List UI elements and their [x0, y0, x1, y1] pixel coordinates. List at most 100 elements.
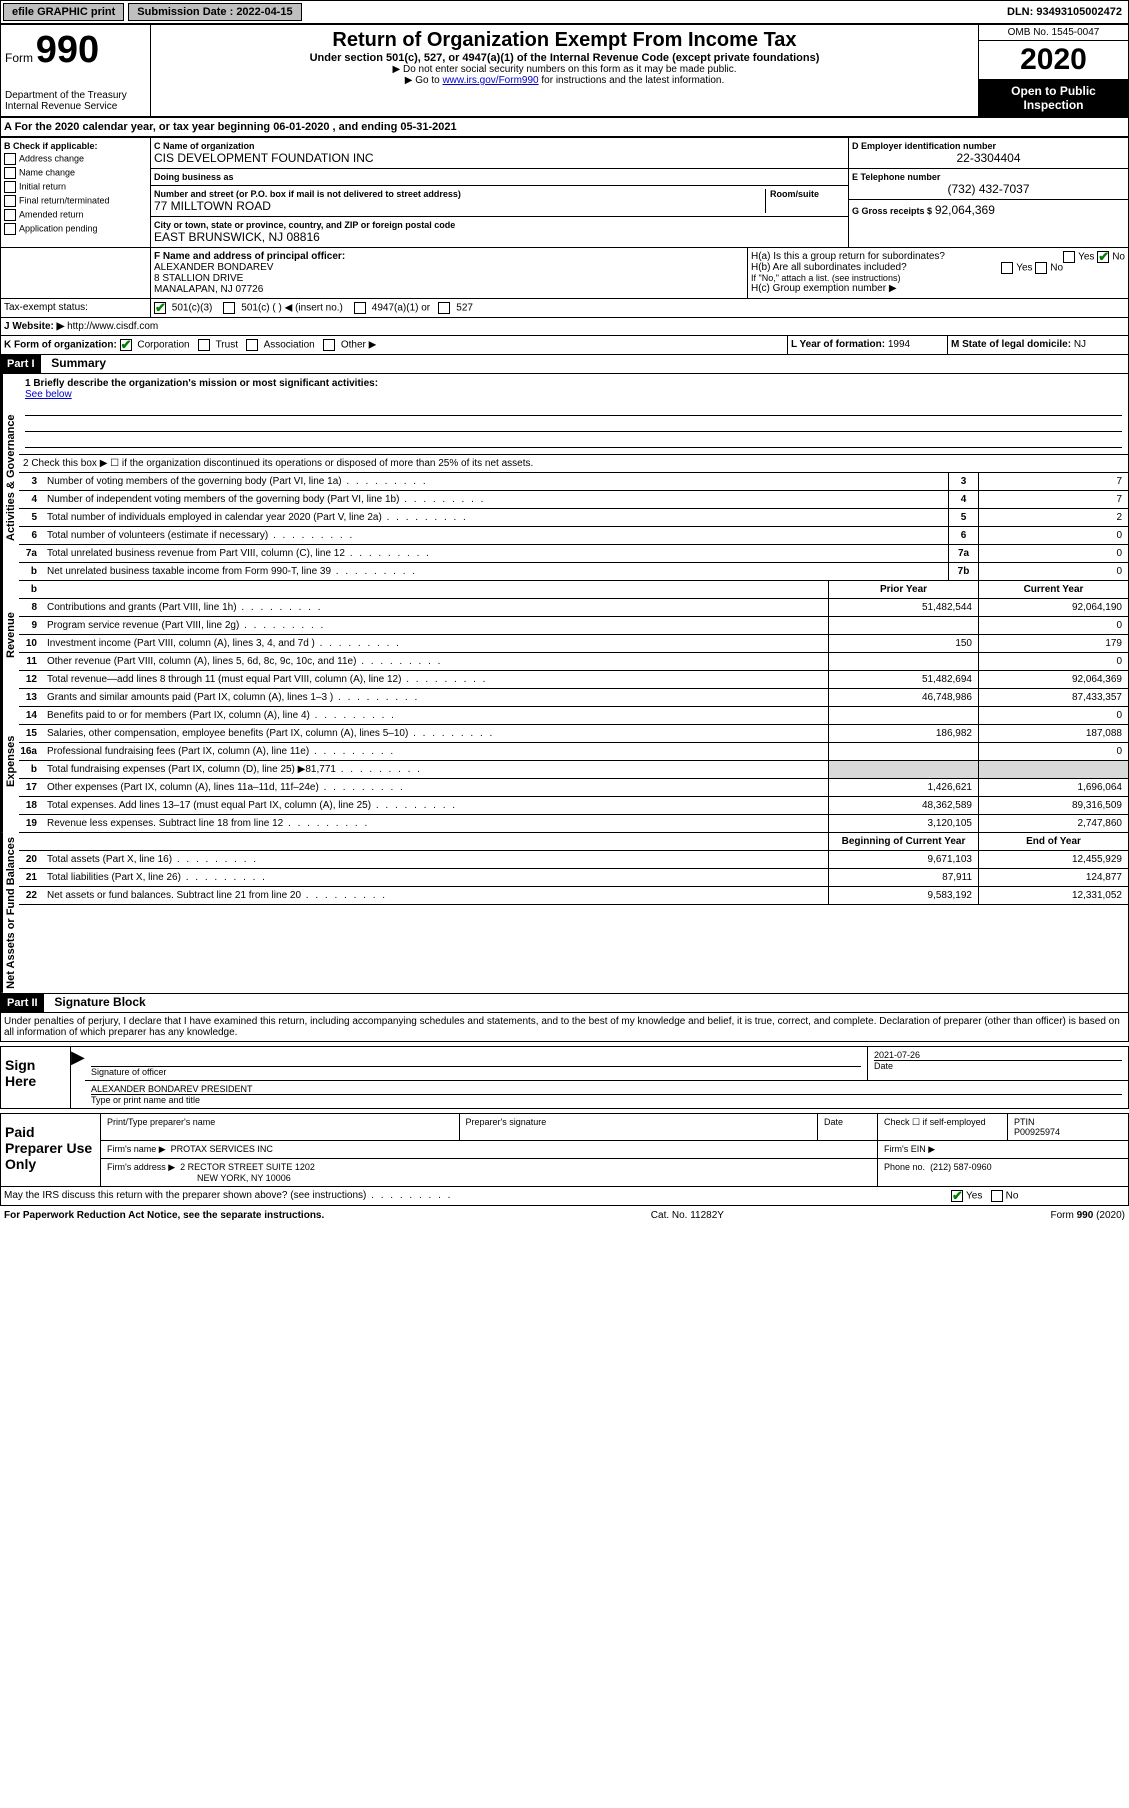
- form-number: 990: [36, 29, 99, 71]
- expenses-label: Expenses: [1, 689, 19, 833]
- ha-row: H(a) Is this a group return for subordin…: [751, 251, 1125, 262]
- check-application-pending[interactable]: Application pending: [4, 223, 147, 235]
- inspection-label: Open to Public Inspection: [979, 80, 1128, 116]
- net-assets-label: Net Assets or Fund Balances: [1, 833, 19, 993]
- form-subtitle: Under section 501(c), 527, or 4947(a)(1)…: [155, 52, 974, 64]
- top-bar: efile GRAPHIC print Submission Date : 20…: [0, 0, 1129, 24]
- discuss-row: May the IRS discuss this return with the…: [0, 1187, 1129, 1206]
- telephone: (732) 432-7037: [852, 182, 1125, 196]
- check-other[interactable]: [323, 339, 335, 351]
- summary-line: 9Program service revenue (Part VIII, lin…: [19, 617, 1128, 635]
- col-begin-year: Beginning of Current Year: [828, 833, 978, 850]
- summary-line: bNet unrelated business taxable income f…: [19, 563, 1128, 581]
- mission-link[interactable]: See below: [25, 389, 72, 400]
- dln-label: DLN: 93493105002472: [1001, 4, 1128, 20]
- revenue-label: Revenue: [1, 581, 19, 689]
- officer-addr1: 8 STALLION DRIVE: [154, 273, 744, 284]
- city-state-zip: EAST BRUNSWICK, NJ 08816: [154, 230, 845, 244]
- officer-name: ALEXANDER BONDAREV: [154, 262, 744, 273]
- check-amended-return[interactable]: Amended return: [4, 209, 147, 221]
- website-row: J Website: ▶ http://www.cisdf.com: [0, 318, 1129, 336]
- dept-label: Department of the Treasury Internal Reve…: [5, 90, 146, 112]
- part2-title: Signature Block: [46, 995, 145, 1009]
- form-title: Return of Organization Exempt From Incom…: [155, 29, 974, 52]
- summary-line: 4Number of independent voting members of…: [19, 491, 1128, 509]
- tax-exempt-row: Tax-exempt status: 501(c)(3) 501(c) ( ) …: [0, 299, 1129, 318]
- summary-line: 11Other revenue (Part VIII, column (A), …: [19, 653, 1128, 671]
- section-b: B Check if applicable: Address change Na…: [1, 138, 151, 247]
- check-501c3[interactable]: [154, 302, 166, 314]
- hb-row: H(b) Are all subordinates included? Yes …: [751, 262, 1125, 273]
- check-527[interactable]: [438, 302, 450, 314]
- firm-name: PROTAX SERVICES INC: [171, 1144, 273, 1154]
- officer-addr2: MANALAPAN, NJ 07726: [154, 284, 744, 295]
- form-note-1: ▶ Do not enter social security numbers o…: [155, 64, 974, 75]
- summary-line: 3Number of voting members of the governi…: [19, 473, 1128, 491]
- summary-line: 5Total number of individuals employed in…: [19, 509, 1128, 527]
- summary-line: 18Total expenses. Add lines 13–17 (must …: [19, 797, 1128, 815]
- penalty-statement: Under penalties of perjury, I declare th…: [0, 1013, 1129, 1042]
- expenses-section: Expenses 13Grants and similar amounts pa…: [0, 689, 1129, 833]
- state-domicile: NJ: [1074, 339, 1086, 350]
- summary-line: 17Other expenses (Part IX, column (A), l…: [19, 779, 1128, 797]
- part1-header: Part I: [1, 355, 41, 373]
- sign-date: 2021-07-26: [874, 1050, 1122, 1060]
- street-address: 77 MILLTOWN ROAD: [154, 199, 765, 213]
- summary-line: 13Grants and similar amounts paid (Part …: [19, 689, 1128, 707]
- footer-mid: Cat. No. 11282Y: [651, 1210, 724, 1221]
- check-trust[interactable]: [198, 339, 210, 351]
- arrow-icon: ▶: [71, 1047, 85, 1108]
- check-501c[interactable]: [223, 302, 235, 314]
- summary-line: 8Contributions and grants (Part VIII, li…: [19, 599, 1128, 617]
- website-value: http://www.cisdf.com: [67, 321, 158, 332]
- form-label: Form: [5, 51, 33, 65]
- net-assets-section: Net Assets or Fund Balances Beginning of…: [0, 833, 1129, 994]
- officer-and-group-row: F Name and address of principal officer:…: [0, 248, 1129, 299]
- section-de: D Employer identification number 22-3304…: [848, 138, 1128, 247]
- sign-here-label: Sign Here: [1, 1047, 71, 1108]
- page-footer: For Paperwork Reduction Act Notice, see …: [0, 1206, 1129, 1225]
- summary-line: bTotal fundraising expenses (Part IX, co…: [19, 761, 1128, 779]
- entity-info-grid: B Check if applicable: Address change Na…: [0, 137, 1129, 248]
- firm-addr2: NEW YORK, NY 10006: [197, 1173, 291, 1183]
- governance-label: Activities & Governance: [1, 374, 19, 581]
- row-b: b: [19, 584, 43, 595]
- instructions-link[interactable]: www.irs.gov/Form990: [442, 75, 538, 86]
- check-corporation[interactable]: [120, 339, 132, 351]
- discuss-yes[interactable]: [951, 1190, 963, 1202]
- summary-line: 16aProfessional fundraising fees (Part I…: [19, 743, 1128, 761]
- year-formation: 1994: [888, 339, 910, 350]
- section-c: C Name of organization CIS DEVELOPMENT F…: [151, 138, 848, 247]
- check-4947[interactable]: [354, 302, 366, 314]
- omb-number: OMB No. 1545-0047: [979, 25, 1128, 41]
- paid-preparer-section: Paid Preparer Use Only Print/Type prepar…: [0, 1113, 1129, 1187]
- efile-button[interactable]: efile GRAPHIC print: [3, 3, 124, 21]
- col-prior-year: Prior Year: [828, 581, 978, 598]
- paid-preparer-label: Paid Preparer Use Only: [1, 1114, 101, 1186]
- discuss-no[interactable]: [991, 1190, 1003, 1202]
- sign-here-section: Sign Here ▶ Signature of officer 2021-07…: [0, 1046, 1129, 1109]
- gross-receipts: 92,064,369: [935, 203, 995, 217]
- klm-row: K Form of organization: Corporation Trus…: [0, 336, 1129, 355]
- check-name-change[interactable]: Name change: [4, 167, 147, 179]
- tax-year: 2020: [979, 41, 1128, 80]
- check-initial-return[interactable]: Initial return: [4, 181, 147, 193]
- governance-section: Activities & Governance 1 Briefly descri…: [0, 374, 1129, 581]
- summary-line: 10Investment income (Part VIII, column (…: [19, 635, 1128, 653]
- submission-date-button[interactable]: Submission Date : 2022-04-15: [128, 3, 301, 21]
- firm-phone: (212) 587-0960: [930, 1162, 992, 1172]
- summary-line: 7aTotal unrelated business revenue from …: [19, 545, 1128, 563]
- summary-line: 15Salaries, other compensation, employee…: [19, 725, 1128, 743]
- tax-period: A For the 2020 calendar year, or tax yea…: [0, 117, 1129, 137]
- check-address-change[interactable]: Address change: [4, 153, 147, 165]
- part2-header: Part II: [1, 994, 44, 1012]
- check-final-return[interactable]: Final return/terminated: [4, 195, 147, 207]
- summary-line: 14Benefits paid to or for members (Part …: [19, 707, 1128, 725]
- summary-line: 12Total revenue—add lines 8 through 11 (…: [19, 671, 1128, 689]
- hc-row: H(c) Group exemption number ▶: [751, 283, 1125, 294]
- check-association[interactable]: [246, 339, 258, 351]
- form-note-2: ▶ Go to www.irs.gov/Form990 for instruct…: [155, 75, 974, 86]
- footer-left: For Paperwork Reduction Act Notice, see …: [4, 1210, 324, 1221]
- firm-addr1: 2 RECTOR STREET SUITE 1202: [180, 1162, 315, 1172]
- officer-sign-name: ALEXANDER BONDAREV PRESIDENT: [91, 1084, 1122, 1094]
